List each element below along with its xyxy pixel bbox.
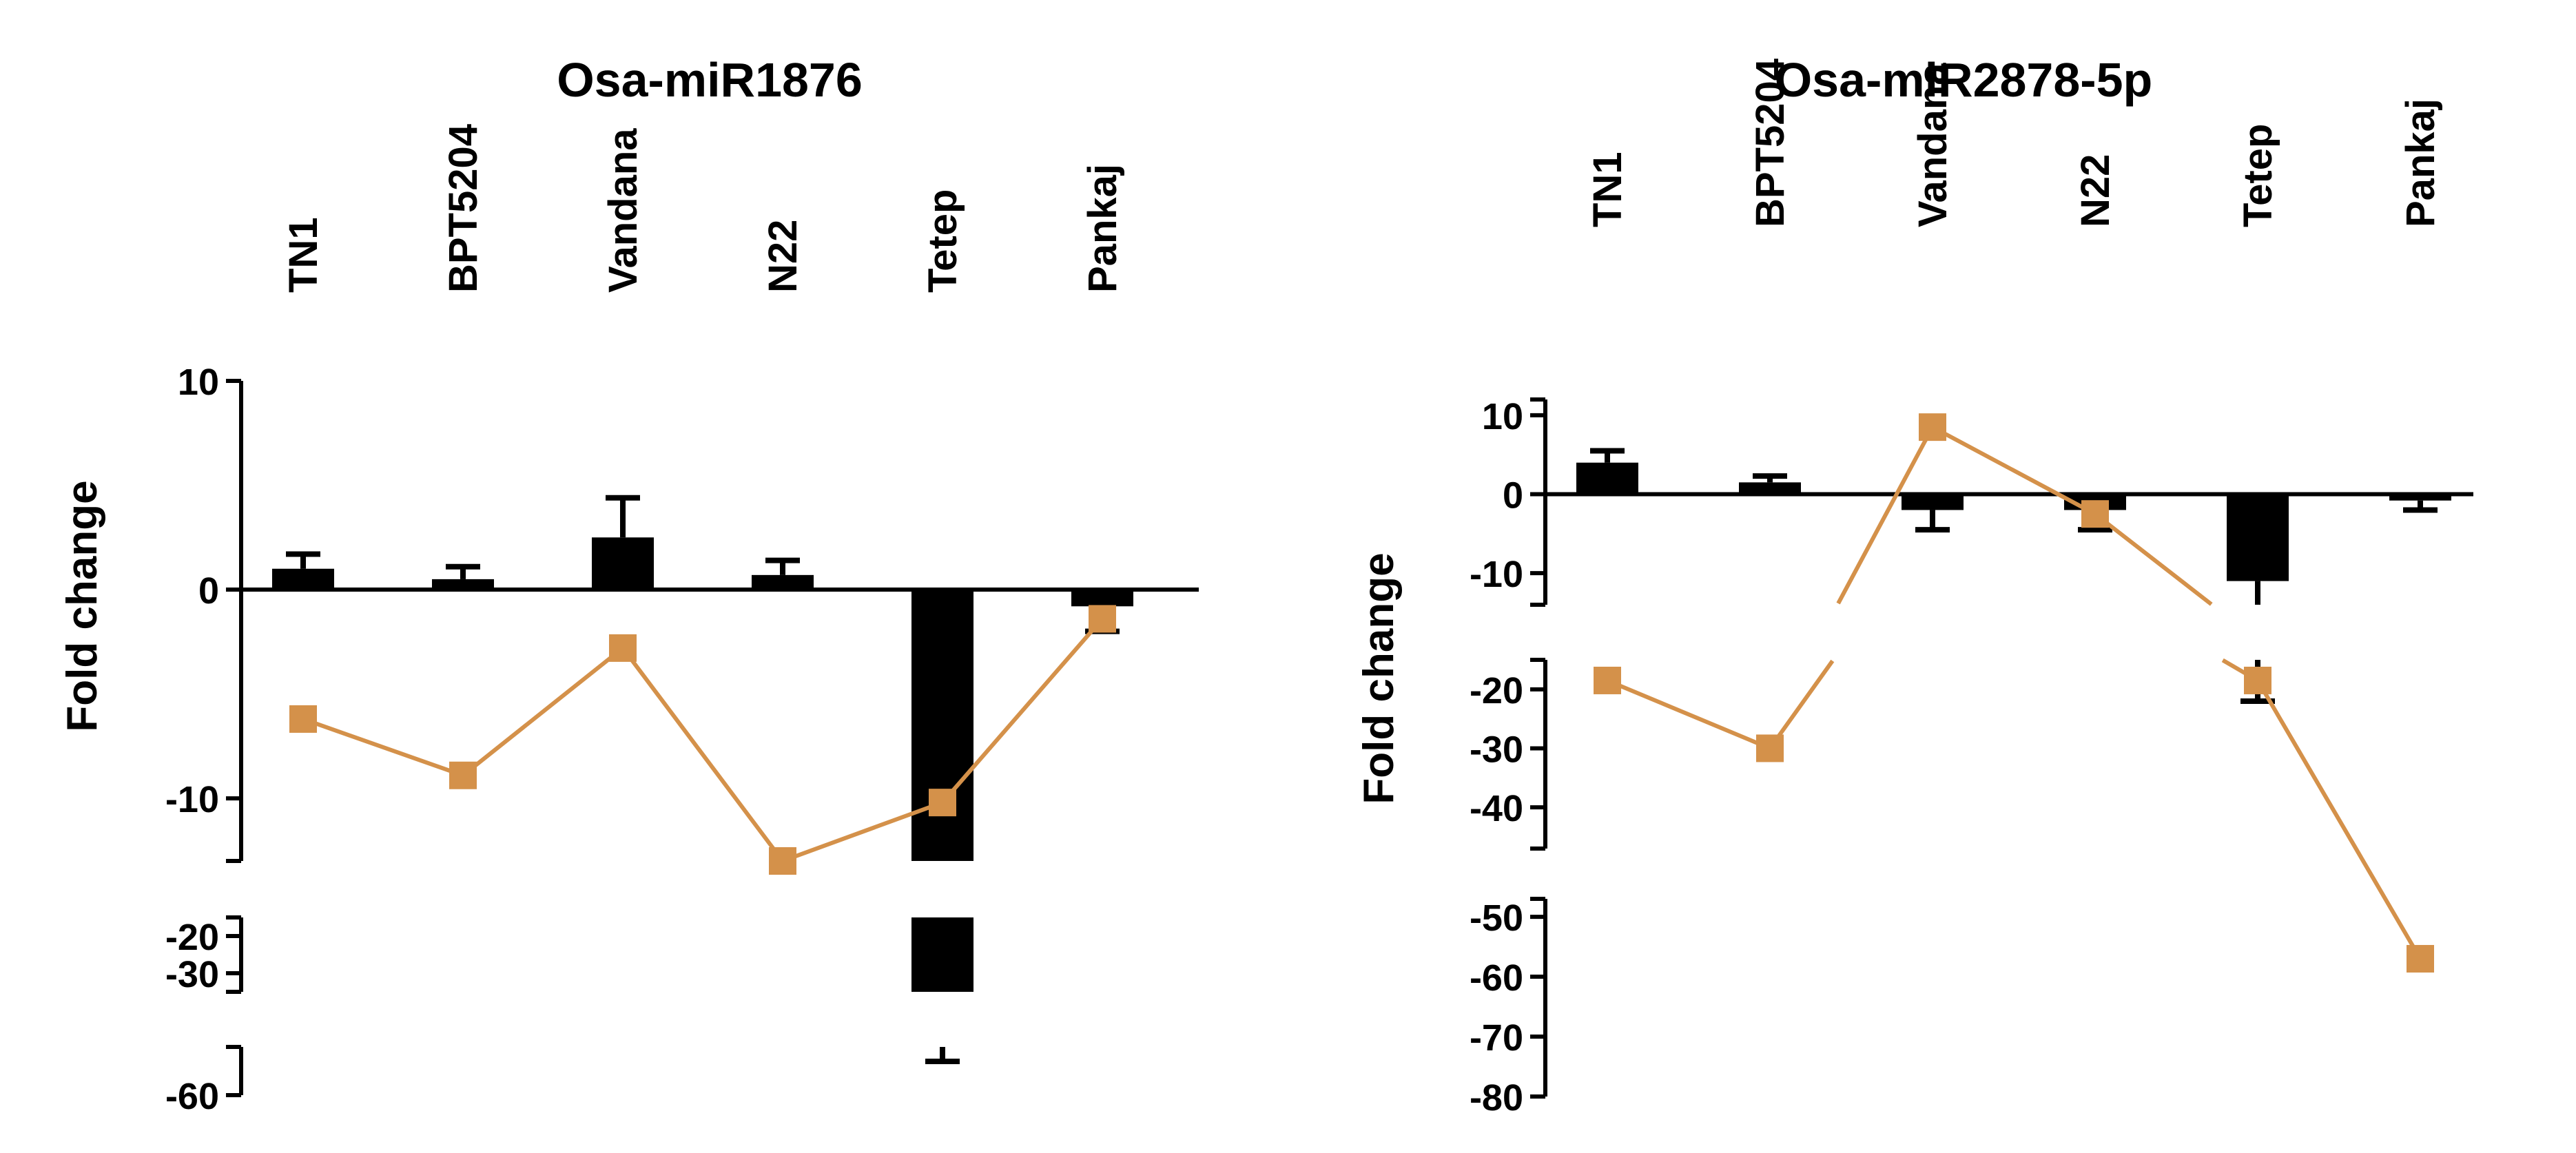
line-point-bpt5204 [1756, 734, 1784, 762]
y-tick-label: -20 [165, 917, 219, 958]
category-label-tetep: Tetep [920, 189, 965, 293]
category-label-vandana: Vandana [601, 128, 646, 293]
line-segment [1768, 659, 1835, 750]
category-label-tetep: Tetep [2236, 124, 2280, 227]
y-tick-label: 10 [178, 362, 219, 403]
y-tick-label: 10 [1482, 396, 1523, 437]
line-point-vandana [1919, 413, 1946, 442]
line-segment [940, 617, 1104, 804]
y-axis-label: Fold change [59, 480, 106, 731]
chart-title: Osa-miR1876 [557, 53, 863, 107]
bar-vandana [1902, 494, 1964, 510]
y-tick-label: -30 [165, 954, 219, 995]
bar-tn1 [272, 568, 334, 590]
line-segment [1836, 426, 1935, 605]
line-point-n22 [769, 847, 796, 875]
line-segment [302, 717, 464, 778]
y-tick-label: -20 [1470, 670, 1523, 711]
category-label-bpt5204: BPT5204 [1748, 59, 1793, 227]
y-tick-label: -50 [1470, 897, 1523, 939]
bar-bpt5204 [432, 579, 494, 590]
line-point-pankaj [1089, 605, 1116, 633]
category-label-bpt5204: BPT5204 [441, 124, 486, 293]
y-tick-label: -30 [1470, 729, 1523, 770]
y-axis-label: Fold change [1355, 552, 1403, 804]
y-tick-label: -10 [1470, 554, 1523, 595]
category-label-pankaj: Pankaj [1080, 164, 1125, 293]
line-point-tn1 [289, 705, 317, 733]
y-tick-label: -60 [1470, 957, 1523, 999]
line-point-tetep [929, 789, 956, 817]
y-tick-label: 0 [1503, 475, 1523, 517]
line-segment [1606, 678, 1771, 751]
bar-tn1 [1576, 462, 1638, 495]
y-tick-label: 0 [198, 570, 219, 612]
category-label-tn1: TN1 [1585, 152, 1630, 227]
category-label-n22: N22 [761, 220, 805, 293]
y-tick-label: -70 [1470, 1017, 1523, 1059]
line-segment [2094, 512, 2213, 606]
y-tick-label: -10 [165, 779, 219, 820]
category-label-n22: N22 [2073, 154, 2118, 227]
bar-pankaj [2389, 494, 2451, 501]
line-point-tn1 [1594, 666, 1621, 694]
line-segment [621, 647, 785, 862]
chart-title: Osa-miR2878-5p [1775, 53, 2153, 107]
line-point-vandana [609, 634, 637, 662]
line-segment [462, 646, 624, 778]
line-segment [1931, 425, 2096, 516]
line-segment [2256, 679, 2422, 960]
line-segment [781, 800, 944, 863]
bar-tetep [2227, 494, 2289, 581]
bar-vandana [592, 537, 654, 590]
bar-n22 [752, 574, 814, 590]
bar-bpt5204 [1739, 482, 1801, 495]
category-label-pankaj: Pankaj [2398, 98, 2443, 227]
y-tick-label: -60 [165, 1076, 219, 1117]
panel-osa-mir2878-5p: Osa-miR2878-5p Fold change TN1 BPT5204 Vanda… [1355, 53, 2473, 1119]
bar-tetep [911, 917, 973, 992]
y-tick-label: -80 [1470, 1077, 1523, 1119]
line-point-pankaj [2407, 944, 2434, 973]
line-point-tetep [2244, 666, 2271, 694]
bar-tetep [911, 590, 973, 861]
category-label-vandana: Vandana [1910, 63, 1955, 227]
line-point-bpt5204 [449, 761, 477, 789]
category-label-tn1: TN1 [281, 217, 326, 293]
y-tick-label: -40 [1470, 788, 1523, 829]
bar-pankaj [1071, 590, 1133, 607]
line-point-n22 [2081, 500, 2109, 528]
panel-osa-mir1876: Osa-miR1876 Fold change TN1 BPT5204 Vandana N… [59, 53, 1199, 1117]
